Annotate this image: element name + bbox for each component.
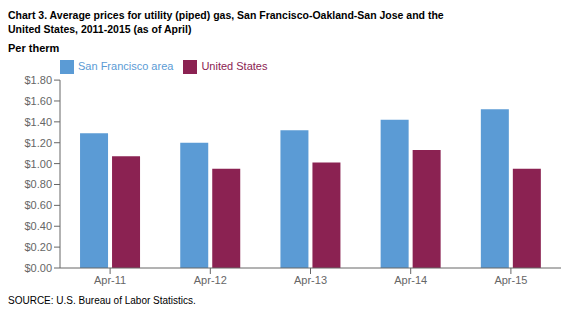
svg-text:Apr-13: Apr-13 [294, 274, 327, 286]
svg-text:$0.40: $0.40 [24, 220, 52, 232]
svg-text:$1.80: $1.80 [24, 74, 52, 86]
html-text:Chart 3. Average prices for ut: Chart 3. Average prices for utility (pip… [8, 9, 444, 21]
html-text:Per therm: Per therm [8, 42, 60, 54]
html-text:San Francisco area: San Francisco area [78, 60, 174, 72]
svg-text:Apr-12: Apr-12 [194, 274, 227, 286]
svg-text:Apr-11: Apr-11 [94, 274, 126, 286]
html-text:SOURCE: U.S. Bureau of Labor S: SOURCE: U.S. Bureau of Labor Statistics. [8, 295, 196, 306]
svg-text:Apr-14: Apr-14 [394, 274, 427, 286]
svg-text:$0.80: $0.80 [24, 178, 52, 190]
svg-text:$1.20: $1.20 [24, 137, 52, 149]
html-text:United States: United States [201, 60, 268, 72]
svg-text:$0.20: $0.20 [24, 241, 52, 253]
svg-text:$1.40: $1.40 [24, 116, 52, 128]
svg-text:$1.00: $1.00 [24, 158, 52, 170]
svg-text:$1.60: $1.60 [24, 95, 52, 107]
svg-text:Apr-15: Apr-15 [494, 274, 527, 286]
svg-text:$0.00: $0.00 [24, 262, 52, 274]
html-text:United States, 2011-2015 (as o: United States, 2011-2015 (as of April) [8, 23, 192, 35]
svg-text:$0.60: $0.60 [24, 199, 52, 211]
